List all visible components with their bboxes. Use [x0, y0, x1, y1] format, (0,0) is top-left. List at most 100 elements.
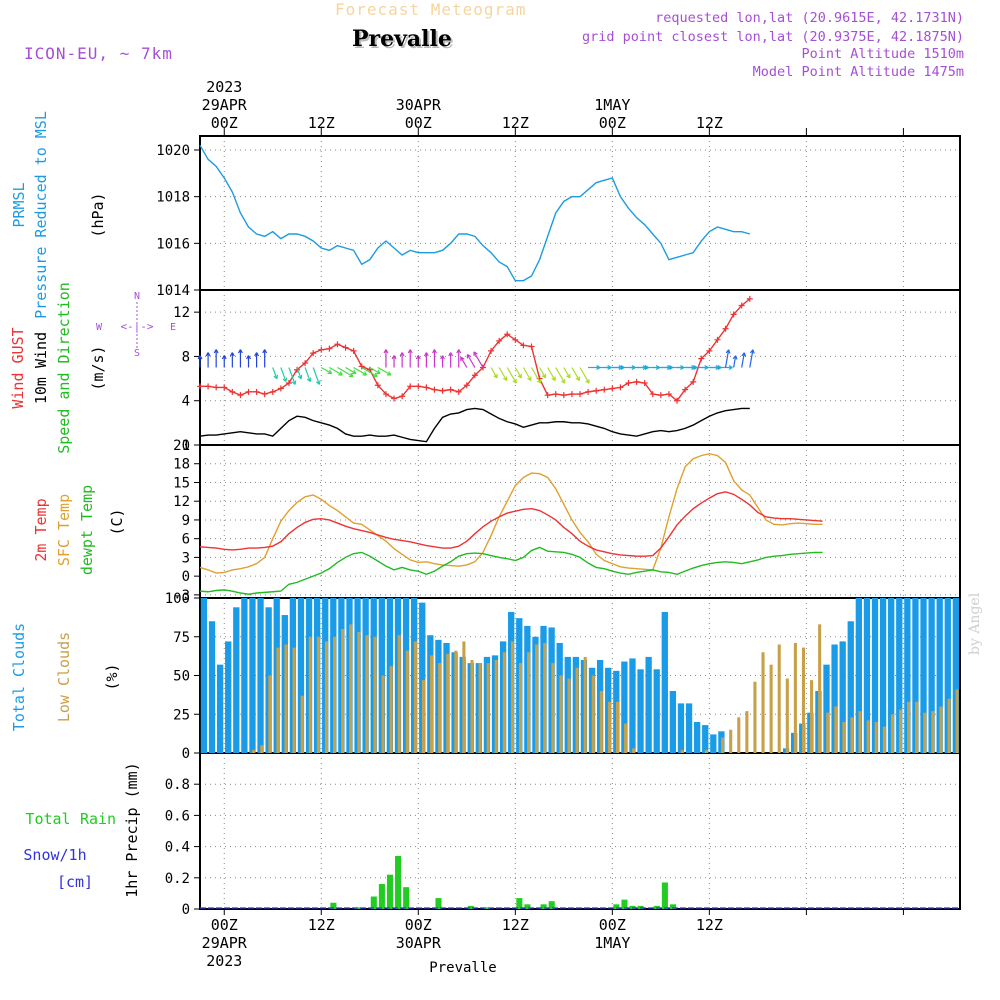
wind-arrow [213, 349, 219, 368]
y-tick-label: 75 [173, 630, 190, 646]
top-tick-label: 12Z [308, 114, 335, 132]
gust-marker [245, 388, 252, 395]
wind-arrow [399, 352, 405, 368]
wind-arrow [732, 355, 738, 368]
compass-arrow: <-|-> [120, 320, 153, 333]
wind-arrow-shaft [369, 366, 381, 375]
wind-arrow-head [291, 380, 297, 385]
gust-marker [649, 391, 656, 398]
total-cloud-bar [645, 656, 652, 753]
low-cloud-bar [478, 663, 482, 753]
total-cloud-bar [249, 598, 256, 753]
wind-arrow-head [282, 377, 288, 383]
wind-arrow-head [536, 379, 542, 384]
low-cloud-bar [268, 675, 272, 753]
low-cloud-bar [680, 749, 684, 753]
gust-marker [568, 391, 575, 398]
precip-unit: 1hr Precip (mm) [123, 762, 141, 897]
low-cloud-bar [559, 675, 563, 753]
bottom-date-label: 1MAY [594, 934, 630, 952]
wind-arrow-shaft [571, 367, 580, 381]
low-cloud-bar [834, 706, 838, 753]
gust-marker [544, 392, 551, 399]
wind-arrow [498, 367, 508, 382]
low-cloud-bar [260, 745, 264, 753]
y-tick-label: -3 [173, 588, 190, 604]
wind-arrow-shaft [733, 355, 737, 368]
bottom-date-label: 29APR [202, 934, 248, 952]
total-cloud-bar [952, 598, 960, 753]
low-cloud-bar [494, 660, 498, 753]
wind-arrow-head [575, 376, 581, 382]
gust-marker [318, 346, 325, 353]
wind-arrow-shaft [288, 367, 296, 385]
wind-arrow-shaft [741, 352, 745, 368]
wind-arrow-shaft [329, 366, 343, 376]
wind-arrow-head [561, 379, 566, 384]
total-cloud-bar [888, 598, 895, 753]
y-tick-label: 6 [182, 532, 190, 548]
gust-line [200, 298, 751, 402]
wind-arrow [432, 349, 437, 368]
wind-arrow-head [213, 349, 219, 354]
y-tick-label: 100 [165, 591, 190, 607]
wind-arrow [514, 367, 522, 379]
wind-arrow-shaft [547, 367, 556, 381]
gust-marker [690, 378, 697, 385]
wind-arrow-head [749, 349, 755, 354]
y-tick-label: 0.8 [165, 777, 190, 793]
gust-marker [310, 350, 317, 357]
wind-arrow [272, 367, 279, 380]
low-cloud-bar [810, 680, 814, 753]
total-cloud-bar [637, 669, 644, 753]
gust-marker [374, 382, 381, 389]
top-date-label: 30APR [396, 96, 442, 114]
y-tick-label: 1020 [156, 143, 190, 159]
wind-arrow-head [551, 376, 556, 382]
wind-arrow-head [585, 379, 590, 384]
low-cloud-bar [543, 642, 547, 753]
low-cloud-bar [421, 680, 426, 753]
gust-marker [229, 388, 236, 395]
y-tick-label: 15 [173, 475, 190, 491]
low-cloud-bar [349, 624, 353, 753]
wind-arrow [229, 352, 235, 368]
wind-arrow-head [349, 372, 354, 378]
gust-marker [641, 380, 648, 386]
low-cloud-bar [462, 641, 466, 753]
wind-arrow-head [306, 377, 312, 383]
low-cloud-bar [721, 737, 725, 753]
wind-arrow-head [386, 371, 392, 376]
wind-arrow-shaft [345, 366, 357, 375]
low-cloud-bar [333, 636, 337, 753]
gust-marker [455, 388, 462, 395]
total-cloud-bar [863, 598, 871, 753]
wind-arrow [353, 366, 368, 376]
wind-arrow [547, 367, 556, 382]
gust-marker [593, 387, 600, 394]
low-cloud-bar [397, 635, 401, 753]
y-tick-label: 8 [182, 349, 190, 365]
wind-arrow-head [517, 373, 522, 379]
gust-marker [431, 386, 438, 393]
low-cloud-bar [818, 624, 822, 753]
total-cloud-bar [912, 598, 919, 753]
low-cloud-bar [923, 712, 927, 753]
total-cloud-bar [904, 598, 911, 753]
wind-arrow-head [327, 369, 333, 375]
low-cloud-bar [381, 675, 385, 753]
low-cloud-bar [729, 729, 733, 753]
wind-arrow [506, 367, 517, 384]
low-cloud-bar [316, 636, 320, 753]
wind-arrow-head [362, 371, 368, 376]
low-cloud-bar [389, 666, 393, 753]
wind-arrow-head [473, 351, 478, 356]
y-tick-label: 50 [173, 669, 190, 685]
low-cloud-bar [777, 644, 781, 753]
wind-arrow-shaft [530, 367, 542, 384]
2m-temp-line [199, 491, 823, 557]
gust-marker [488, 347, 495, 354]
wind-arrow [571, 367, 581, 382]
gust-marker [560, 392, 567, 399]
wind-arrow [254, 352, 260, 368]
